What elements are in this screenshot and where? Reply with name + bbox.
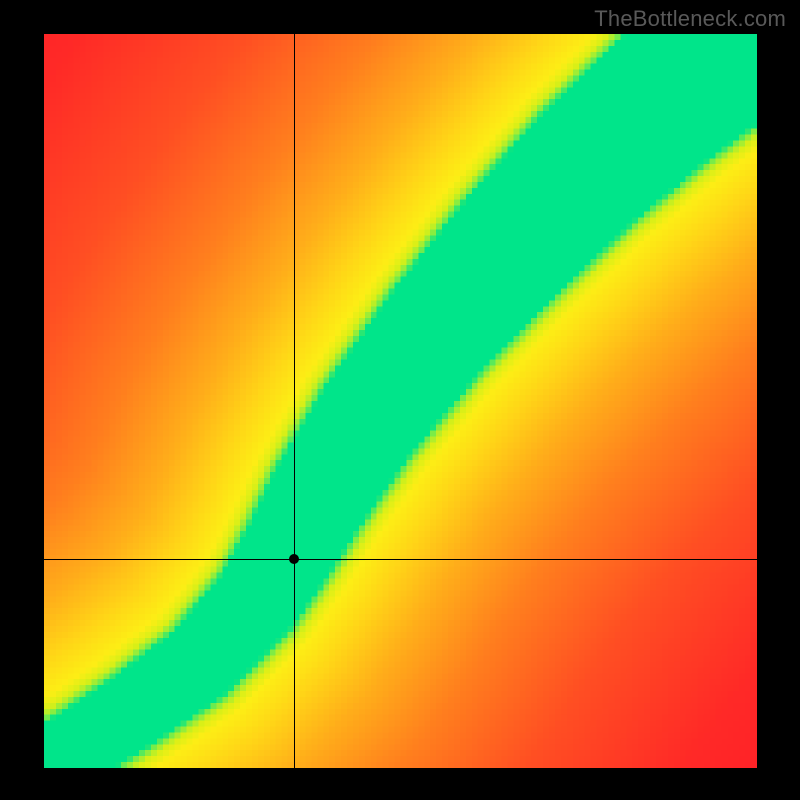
crosshair-marker [289, 554, 299, 564]
heatmap-plot [44, 34, 757, 768]
crosshair-horizontal [44, 559, 757, 560]
heatmap-canvas [44, 34, 757, 768]
watermark-text: TheBottleneck.com [594, 6, 786, 32]
crosshair-vertical [294, 34, 295, 768]
